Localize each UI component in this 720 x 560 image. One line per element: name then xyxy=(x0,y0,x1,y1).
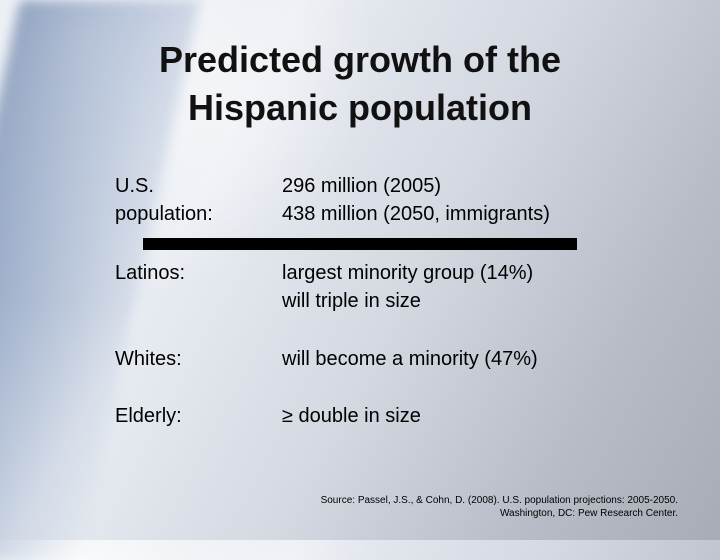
row-value: will become a minority (47%) xyxy=(282,345,682,373)
section-divider xyxy=(143,238,577,250)
row-label: Elderly: xyxy=(115,402,275,430)
value-line: ≥ double in size xyxy=(282,405,421,427)
source-line-2: Washington, DC: Pew Research Center. xyxy=(499,508,678,519)
source-line-1: Source: Passel, J.S., & Cohn, D. (2008).… xyxy=(320,495,678,506)
title-line-1: Predicted growth of the xyxy=(158,39,561,80)
label-line: U.S. xyxy=(115,175,154,197)
label-line: Whites: xyxy=(115,348,182,370)
title-line-2: Hispanic population xyxy=(187,87,532,128)
label-line: population: xyxy=(115,203,213,225)
row-value: largest minority group (14%) will triple… xyxy=(282,259,682,315)
row-value: 296 million (2005) 438 million (2050, im… xyxy=(282,172,682,228)
value-line: 438 million (2050, immigrants) xyxy=(282,203,550,225)
row-value: ≥ double in size xyxy=(282,402,682,430)
row-label: Whites: xyxy=(115,345,275,373)
row-label: U.S. population: xyxy=(115,172,275,228)
value-line: largest minority group (14%) xyxy=(282,262,534,284)
row-label: Latinos: xyxy=(115,259,275,287)
source-citation: Source: Passel, J.S., & Cohn, D. (2008).… xyxy=(280,494,678,520)
value-line: 296 million (2005) xyxy=(282,175,441,197)
label-line: Latinos: xyxy=(115,262,186,284)
value-line: will become a minority (47%) xyxy=(282,348,538,370)
value-line: will triple in size xyxy=(282,290,421,312)
label-line: Elderly: xyxy=(115,405,182,427)
slide-title: Predicted growth of the Hispanic populat… xyxy=(40,36,680,132)
